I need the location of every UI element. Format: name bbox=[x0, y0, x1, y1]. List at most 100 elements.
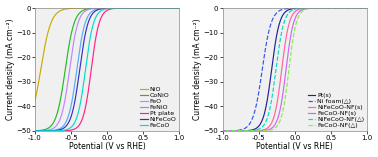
FeNiO bbox=[147, 7, 152, 9]
Line: NiO: NiO bbox=[31, 8, 183, 114]
NiO bbox=[96, 7, 100, 9]
NiFeCoO-NF(△) bbox=[335, 7, 339, 9]
Ni foam(△) bbox=[335, 7, 339, 9]
Line: FeNiO: FeNiO bbox=[31, 8, 183, 131]
FeCoO-NF(s) bbox=[321, 7, 325, 9]
NiFeCoO bbox=[90, 13, 95, 15]
FeCoO-NF(s) bbox=[368, 7, 373, 9]
NiO bbox=[133, 7, 138, 9]
NiFeCoO bbox=[181, 7, 185, 9]
FeCoO-NF(△) bbox=[338, 7, 342, 9]
Pt(s) bbox=[217, 130, 221, 132]
Line: FeCoO-NF(△): FeCoO-NF(△) bbox=[219, 8, 370, 131]
Line: Pt(s): Pt(s) bbox=[219, 8, 370, 131]
NiFeCoO bbox=[29, 130, 34, 132]
NiFeCoO bbox=[45, 130, 49, 132]
FeNiO bbox=[45, 130, 49, 132]
Pt plate bbox=[150, 7, 155, 9]
Pt plate bbox=[133, 7, 138, 9]
NiFeCoO-NF(△) bbox=[278, 39, 282, 41]
Line: FeCoO: FeCoO bbox=[31, 8, 183, 131]
Line: NiFeCoO-NF(△): NiFeCoO-NF(△) bbox=[219, 8, 370, 131]
NiFeCoO-NF(s) bbox=[284, 39, 288, 41]
FeCoO bbox=[45, 130, 49, 132]
FeCoO-NF(s) bbox=[284, 71, 288, 73]
Ni foam(△) bbox=[338, 7, 342, 9]
CoNiO bbox=[150, 7, 155, 9]
Line: NiFeCoO: NiFeCoO bbox=[31, 8, 183, 131]
NiFeCoO-NF(s) bbox=[321, 7, 325, 9]
NiFeCoO-NF(s) bbox=[368, 7, 373, 9]
Pt plate bbox=[96, 26, 100, 28]
Pt(s) bbox=[278, 20, 282, 22]
NiFeCoO bbox=[147, 7, 152, 9]
FeCoO bbox=[29, 130, 34, 132]
FeNiO bbox=[150, 7, 155, 9]
NiO bbox=[147, 7, 152, 9]
FeCoO-NF(△) bbox=[232, 130, 237, 132]
NiFeCoO bbox=[150, 7, 155, 9]
NiO bbox=[45, 36, 49, 38]
Line: FeCoO-NF(s): FeCoO-NF(s) bbox=[219, 8, 370, 131]
Legend: NiO, CoNiO, FeO, FeNiO, Pt plate, NiFeCoO, FeCoO: NiO, CoNiO, FeO, FeNiO, Pt plate, NiFeCo… bbox=[140, 86, 177, 129]
FeCoO-NF(s) bbox=[217, 130, 221, 132]
Line: NiFeCoO-NF(s): NiFeCoO-NF(s) bbox=[219, 8, 370, 131]
Pt plate bbox=[45, 130, 49, 132]
FeO bbox=[45, 129, 49, 131]
NiFeCoO-NF(△) bbox=[232, 130, 237, 132]
FeO bbox=[181, 7, 185, 9]
FeNiO bbox=[96, 8, 100, 10]
Pt plate bbox=[90, 58, 95, 60]
Pt plate bbox=[29, 130, 34, 132]
NiFeCoO-NF(△) bbox=[338, 7, 342, 9]
Line: Ni foam(△): Ni foam(△) bbox=[219, 8, 370, 131]
FeNiO bbox=[29, 130, 34, 132]
FeCoO-NF(△) bbox=[284, 94, 288, 96]
FeCoO bbox=[181, 7, 185, 9]
NiO bbox=[90, 7, 95, 9]
Pt(s) bbox=[368, 7, 373, 9]
X-axis label: Potential (V vs RHE): Potential (V vs RHE) bbox=[69, 142, 146, 152]
NiFeCoO-NF(s) bbox=[338, 7, 342, 9]
FeO bbox=[150, 7, 155, 9]
NiO bbox=[150, 7, 155, 9]
Legend: Pt(s), Ni foam(△), NiFeCoO-NF(s), FeCoO-NF(s), NiFeCoO-NF(△), FeCoO-NF(△): Pt(s), Ni foam(△), NiFeCoO-NF(s), FeCoO-… bbox=[307, 92, 365, 129]
FeCoO-NF(s) bbox=[278, 108, 282, 110]
Line: FeO: FeO bbox=[31, 8, 183, 131]
FeCoO-NF(s) bbox=[232, 130, 237, 132]
Pt(s) bbox=[321, 7, 325, 9]
FeNiO bbox=[133, 7, 138, 9]
Pt plate bbox=[147, 7, 152, 9]
FeCoO bbox=[96, 13, 100, 14]
CoNiO bbox=[45, 128, 49, 130]
Ni foam(△) bbox=[284, 8, 288, 10]
FeO bbox=[90, 8, 95, 10]
FeNiO bbox=[90, 10, 95, 12]
NiFeCoO bbox=[133, 7, 138, 9]
NiFeCoO-NF(s) bbox=[335, 7, 339, 9]
FeCoO-NF(△) bbox=[217, 130, 221, 132]
Pt(s) bbox=[232, 130, 237, 132]
Pt(s) bbox=[284, 11, 288, 13]
NiFeCoO-NF(△) bbox=[217, 130, 221, 132]
CoNiO bbox=[147, 7, 152, 9]
Ni foam(△) bbox=[368, 7, 373, 9]
FeCoO bbox=[147, 7, 152, 9]
CoNiO bbox=[96, 7, 100, 9]
NiFeCoO-NF(△) bbox=[284, 17, 288, 19]
CoNiO bbox=[29, 130, 34, 132]
FeCoO-NF(s) bbox=[335, 7, 339, 9]
FeCoO bbox=[90, 25, 95, 27]
X-axis label: Potential (V vs RHE): Potential (V vs RHE) bbox=[256, 142, 333, 152]
Y-axis label: Current density (mA cm⁻²): Current density (mA cm⁻²) bbox=[6, 19, 15, 120]
NiFeCoO-NF(s) bbox=[217, 130, 221, 132]
Pt plate bbox=[181, 7, 185, 9]
NiFeCoO-NF(s) bbox=[278, 81, 282, 82]
Line: CoNiO: CoNiO bbox=[31, 8, 183, 131]
NiO bbox=[181, 7, 185, 9]
NiO bbox=[29, 113, 34, 115]
Y-axis label: Current density (mA cm⁻²): Current density (mA cm⁻²) bbox=[193, 19, 202, 120]
CoNiO bbox=[181, 7, 185, 9]
NiFeCoO-NF(△) bbox=[368, 7, 373, 9]
CoNiO bbox=[90, 7, 95, 9]
